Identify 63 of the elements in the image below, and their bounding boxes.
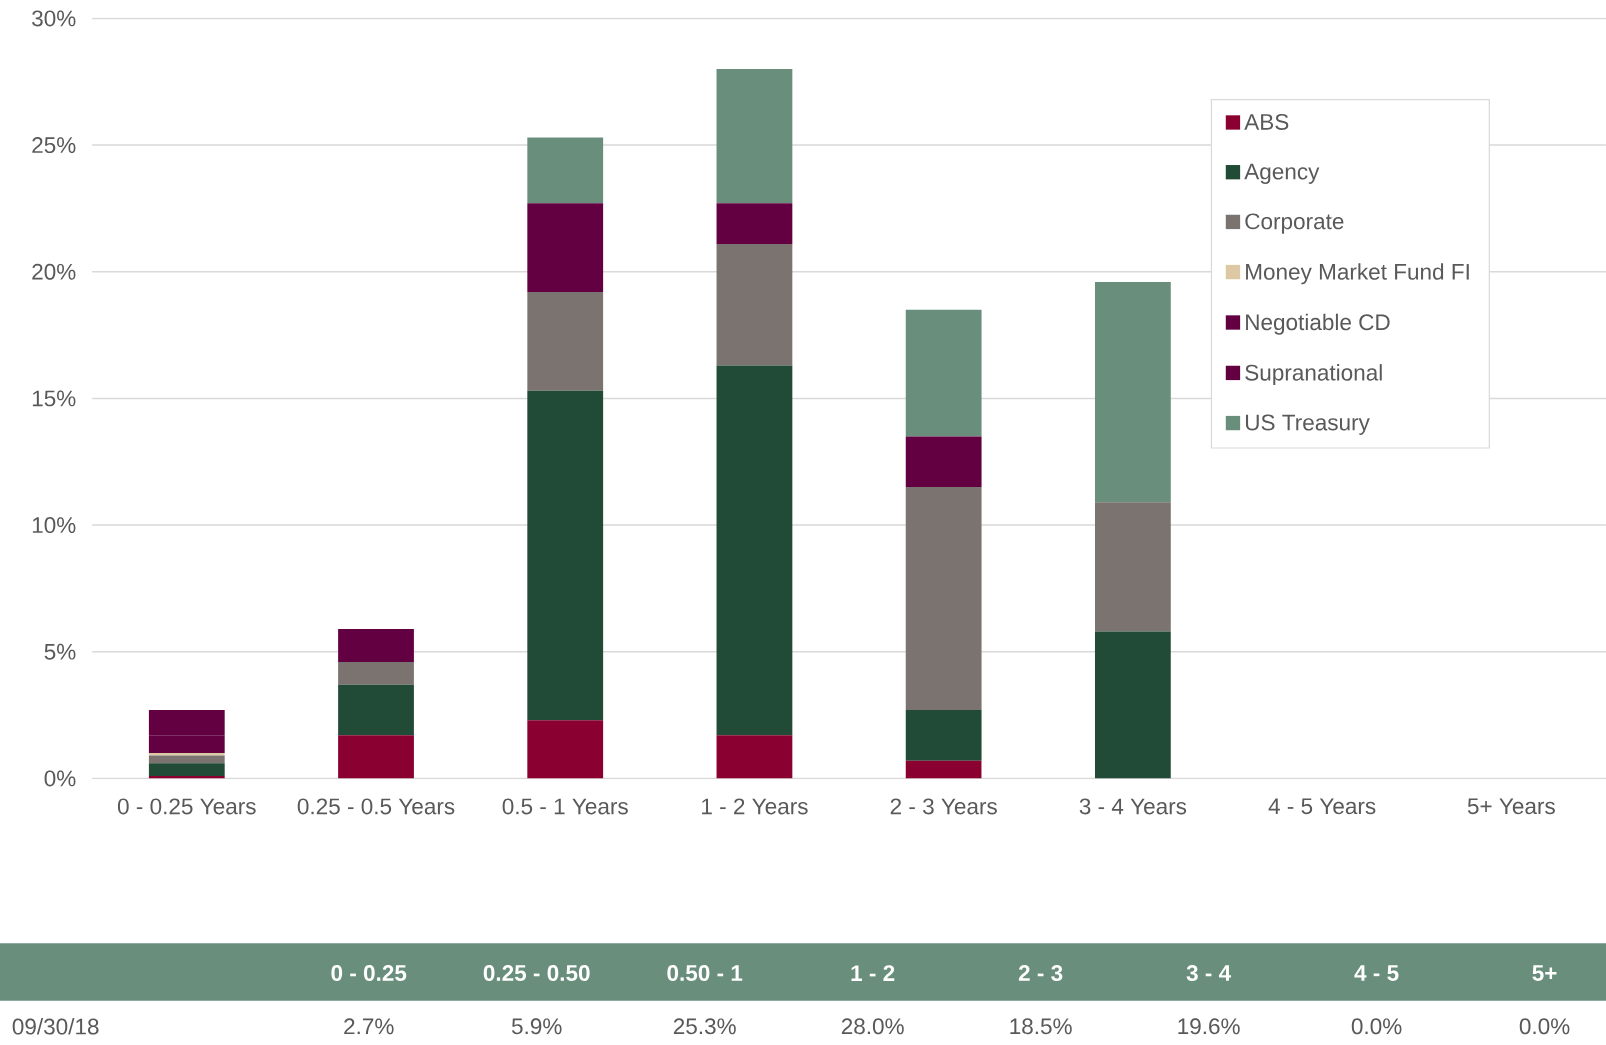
- legend-label: Negotiable CD: [1246, 313, 1390, 335]
- bar: [716, 365, 793, 736]
- y-tick-label: 15%: [32, 390, 76, 407]
- text: 5.9%: [511, 1018, 562, 1035]
- bar: [527, 137, 604, 204]
- x-tick-label: 1 - 2 Years: [702, 798, 808, 815]
- x-tick-label: 3 - 4 Years: [1079, 798, 1187, 815]
- legend-label: Agency: [1244, 163, 1320, 185]
- text: 2.7%: [344, 1018, 394, 1035]
- x-tick-label: 2 - 3 Years: [890, 798, 997, 815]
- bar: [716, 203, 793, 245]
- text: 28.0%: [841, 1018, 904, 1035]
- bar: [905, 436, 982, 488]
- legend-label: Supranational: [1245, 364, 1382, 386]
- bar: [905, 309, 982, 437]
- bar: [148, 755, 225, 764]
- legend-label: ABS: [1244, 114, 1289, 131]
- y-tick-label: 30%: [32, 10, 76, 27]
- legend-label: US Treasury: [1245, 414, 1370, 436]
- y-tick-label: 10%: [32, 517, 76, 534]
- bar: [148, 763, 225, 777]
- bar: [1094, 631, 1171, 779]
- bar: [905, 710, 982, 761]
- bar: [716, 69, 793, 204]
- text: 1 - 2: [851, 965, 895, 982]
- text: 5+: [1532, 965, 1557, 982]
- legend-label: Corporate: [1245, 213, 1344, 234]
- text: 09/30/18: [12, 1018, 99, 1035]
- bar: [338, 662, 414, 685]
- bar: [1094, 502, 1171, 632]
- bar: [527, 390, 604, 721]
- bar: [338, 684, 414, 736]
- y-tick-label: 0%: [44, 770, 76, 787]
- text: 0.0%: [1351, 1018, 1402, 1035]
- text: 0.50 - 1: [667, 965, 743, 982]
- text: 4 - 5: [1354, 965, 1399, 982]
- text: 19.6%: [1178, 1018, 1240, 1035]
- x-tick-label: 4 - 5 Years: [1268, 798, 1376, 815]
- x-tick-label: 5+ Years: [1467, 798, 1555, 815]
- bar: [716, 244, 793, 366]
- bar: [527, 292, 604, 391]
- y-tick-label: 5%: [44, 643, 76, 660]
- text: 0.25 - 0.50: [483, 965, 590, 982]
- x-tick-label: 0 - 0.25 Years: [117, 798, 256, 815]
- text: 2 - 3: [1018, 965, 1063, 982]
- bar: [148, 753, 225, 756]
- bar: [338, 735, 414, 779]
- bar: [1094, 282, 1171, 503]
- bar: [905, 487, 982, 711]
- bar: [716, 735, 793, 779]
- bar: [338, 629, 414, 663]
- x-tick-label: 0.25 - 0.5 Years: [297, 798, 455, 815]
- bar: [527, 720, 604, 779]
- text: 18.5%: [1010, 1018, 1072, 1035]
- y-tick-label: 20%: [32, 263, 76, 280]
- text: 0 - 0.25: [331, 965, 407, 982]
- bar: [905, 760, 982, 779]
- x-tick-label: 0.5 - 1 Years: [502, 798, 628, 815]
- text: 3 - 4: [1186, 965, 1232, 982]
- text: 0.0%: [1519, 1018, 1570, 1035]
- text: 25.3%: [673, 1018, 736, 1035]
- y-tick-label: 25%: [32, 137, 76, 154]
- legend-label: Money Market Fund FI: [1246, 263, 1469, 285]
